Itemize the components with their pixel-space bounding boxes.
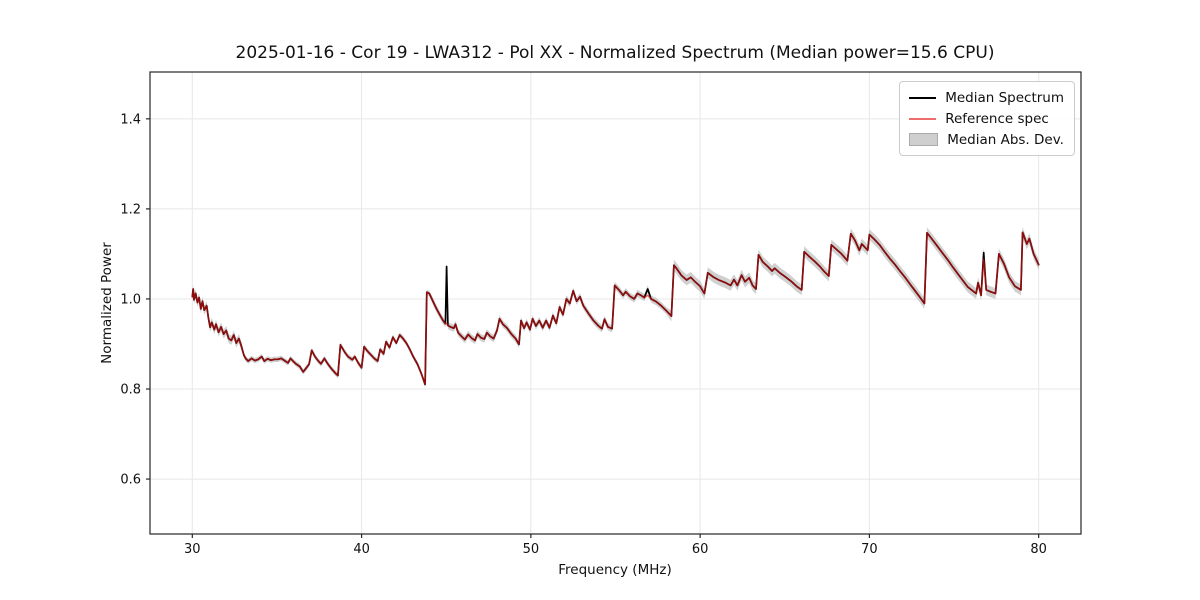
y-axis-label: Normalized Power bbox=[99, 242, 115, 364]
reference-spec-line bbox=[191, 231, 1040, 386]
x-axis-label: Frequency (MHz) bbox=[558, 562, 672, 578]
legend-label: Median Spectrum bbox=[945, 89, 1064, 106]
legend-item-median-spectrum: Median Spectrum bbox=[909, 87, 1064, 108]
x-tick-label: 30 bbox=[184, 542, 201, 557]
chart-title: 2025-01-16 - Cor 19 - LWA312 - Pol XX - … bbox=[235, 43, 995, 63]
reference-spec-line-swatch bbox=[909, 117, 937, 120]
x-tick-label: 80 bbox=[1030, 542, 1047, 557]
x-tick-label: 70 bbox=[861, 542, 878, 557]
median-spectrum-line-swatch bbox=[909, 96, 937, 99]
legend-label: Reference spec bbox=[945, 110, 1049, 127]
legend-label: Median Abs. Dev. bbox=[947, 131, 1064, 148]
x-tick-label: 60 bbox=[692, 542, 709, 557]
y-tick-label: 1.4 bbox=[120, 112, 141, 127]
legend: Median Spectrum Reference spec Median Ab… bbox=[899, 81, 1075, 156]
y-tick-label: 1.2 bbox=[120, 202, 141, 217]
y-tick-label: 0.6 bbox=[120, 473, 141, 488]
y-tick-label: 0.8 bbox=[120, 383, 141, 398]
median-abs-dev-patch-swatch bbox=[909, 133, 939, 146]
axes-spines bbox=[149, 71, 1082, 535]
x-tick-label: 50 bbox=[523, 542, 540, 557]
x-tick-label: 40 bbox=[353, 542, 370, 557]
legend-item-median-abs-dev: Median Abs. Dev. bbox=[909, 129, 1064, 150]
legend-item-reference-spec: Reference spec bbox=[909, 108, 1064, 129]
y-tick-label: 1.0 bbox=[120, 292, 141, 307]
